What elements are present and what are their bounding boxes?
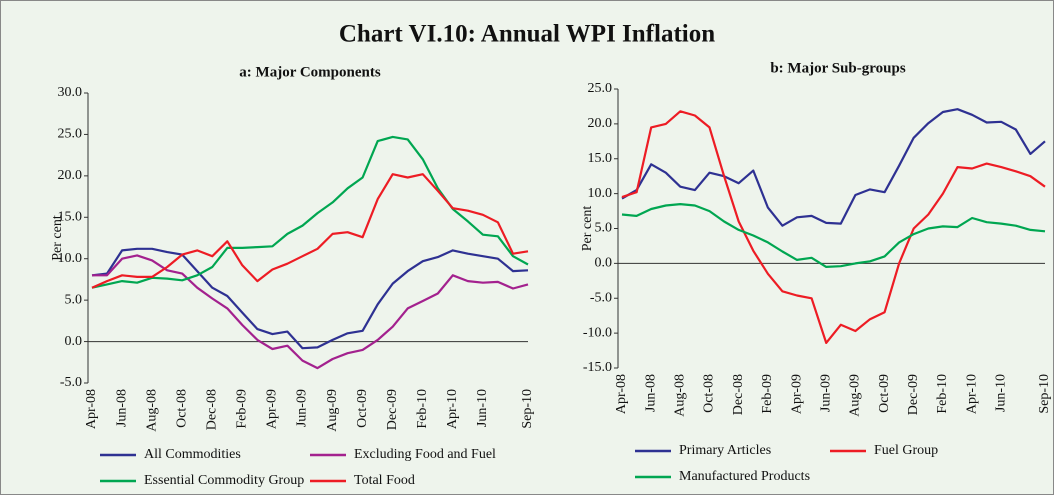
y-tick-label: 5.0: [65, 292, 83, 307]
subplot-title: b: Major Sub-groups: [770, 60, 905, 76]
x-tick-label: Dec-09: [385, 389, 400, 430]
series-line: [91, 135, 529, 289]
x-tick-label: Jun-09: [295, 389, 310, 427]
series-line: [91, 173, 529, 289]
legend-label: Fuel Group: [874, 443, 938, 458]
legend-label: Excluding Food and Fuel: [354, 447, 496, 462]
x-tick-label: Jun-08: [114, 389, 129, 427]
y-tick-label: 20.0: [58, 168, 83, 183]
x-tick-label: Jun-08: [643, 374, 658, 412]
y-tick-label: 20.0: [588, 116, 613, 131]
x-tick-label: Oct-08: [174, 389, 189, 428]
y-tick-label: -5.0: [590, 290, 612, 305]
series-line: [91, 247, 529, 350]
legend-label: Manufactured Products: [679, 469, 810, 484]
y-tick-label: -5.0: [60, 375, 82, 390]
y-tick-label: 25.0: [588, 81, 613, 96]
x-tick-label: Apr-08: [614, 374, 629, 414]
y-tick-label: 15.0: [58, 210, 83, 225]
x-tick-label: Oct-08: [702, 374, 717, 413]
x-tick-label: Apr-10: [964, 374, 979, 414]
x-tick-label: Feb-10: [935, 374, 950, 414]
x-tick-label: Oct-09: [355, 389, 370, 428]
y-tick-label: 0.0: [65, 334, 83, 349]
y-tick-label: 10.0: [58, 251, 83, 266]
x-tick-label: Dec-08: [204, 389, 219, 430]
y-tick-label: 0.0: [595, 256, 613, 271]
subplot-title: a: Major Components: [239, 64, 381, 80]
y-tick-label: 25.0: [58, 127, 83, 142]
x-tick-label: Apr-08: [84, 389, 99, 429]
y-tick-label: 15.0: [588, 151, 613, 166]
y-axis-label: Per cent: [580, 206, 595, 252]
legend-label: All Commodities: [144, 447, 241, 462]
x-tick-label: Aug-09: [848, 374, 863, 417]
x-tick-label: Sep-10: [1037, 374, 1052, 414]
x-tick-label: Jun-09: [818, 374, 833, 412]
chart-title: Chart VI.10: Annual WPI Inflation: [339, 21, 715, 48]
x-tick-label: Feb-09: [760, 374, 775, 414]
y-tick-label: -15.0: [583, 360, 612, 375]
x-tick-label: Jun-10: [993, 374, 1008, 412]
legend-label: Total Food: [354, 473, 415, 488]
x-tick-label: Apr-09: [789, 374, 804, 414]
x-tick-label: Apr-09: [265, 389, 280, 429]
series-line: [621, 108, 1046, 227]
x-tick-label: Feb-09: [235, 389, 250, 429]
y-axis-label: Per cent: [50, 215, 65, 261]
legend-label: Essential Commodity Group: [144, 473, 304, 488]
y-tick-label: -10.0: [583, 325, 612, 340]
legend-label: Primary Articles: [679, 443, 771, 458]
series-line: [621, 203, 1046, 268]
y-tick-label: 30.0: [58, 85, 83, 100]
y-tick-label: 5.0: [595, 221, 613, 236]
x-tick-label: Jun-10: [475, 389, 490, 427]
x-tick-label: Aug-08: [144, 389, 159, 432]
series-line: [621, 110, 1046, 344]
x-tick-label: Oct-09: [877, 374, 892, 413]
x-tick-label: Aug-08: [673, 374, 688, 417]
x-tick-label: Feb-10: [415, 389, 430, 429]
x-tick-label: Dec-08: [731, 374, 746, 415]
x-tick-label: Sep-10: [520, 389, 535, 429]
x-tick-label: Aug-09: [325, 389, 340, 432]
x-tick-label: Dec-09: [906, 374, 921, 415]
y-tick-label: 10.0: [588, 186, 613, 201]
x-tick-label: Apr-10: [445, 389, 460, 429]
